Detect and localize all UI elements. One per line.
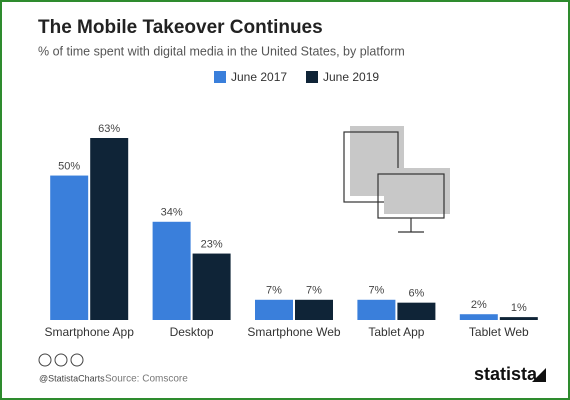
brand-logo bbox=[532, 368, 546, 382]
bar bbox=[499, 317, 538, 320]
handle: @StatistaCharts bbox=[39, 373, 105, 383]
bar bbox=[397, 302, 436, 320]
bar bbox=[255, 299, 293, 320]
value-label: 1% bbox=[511, 302, 527, 314]
bar bbox=[357, 299, 396, 320]
value-label: 63% bbox=[98, 123, 120, 135]
value-label: 2% bbox=[471, 299, 487, 311]
source: Source: Comscore bbox=[105, 374, 188, 385]
value-label: 23% bbox=[201, 238, 223, 250]
bar bbox=[50, 175, 89, 320]
chart-subtitle: % of time spent with digital media in th… bbox=[38, 44, 405, 58]
value-label: 7% bbox=[306, 285, 322, 297]
x-tick-label: Smartphone Web bbox=[247, 325, 340, 339]
value-label: 7% bbox=[368, 285, 384, 297]
legend-label: June 2017 bbox=[231, 70, 287, 84]
nd-icon bbox=[70, 353, 84, 367]
bar bbox=[152, 221, 191, 320]
value-label: 50% bbox=[58, 160, 80, 172]
device-icons bbox=[343, 126, 450, 233]
cc-icon bbox=[38, 353, 52, 367]
legend-swatch bbox=[306, 71, 318, 83]
brand: statista bbox=[474, 364, 538, 384]
bar bbox=[90, 138, 129, 320]
legend-label: June 2019 bbox=[323, 70, 379, 84]
x-tick-label: Tablet App bbox=[368, 325, 424, 339]
footer: @StatistaCharts Source: Comscore statist… bbox=[38, 353, 546, 385]
x-tick-label: Desktop bbox=[170, 325, 214, 339]
by-icon bbox=[54, 353, 68, 367]
x-tick-label: Smartphone App bbox=[44, 325, 134, 339]
legend-swatch bbox=[214, 71, 226, 83]
value-label: 34% bbox=[161, 207, 183, 219]
value-label: 6% bbox=[408, 288, 424, 300]
chart-title: The Mobile Takeover Continues bbox=[38, 17, 323, 38]
value-label: 7% bbox=[266, 285, 282, 297]
bar bbox=[295, 299, 333, 320]
bar bbox=[192, 253, 231, 320]
bar bbox=[459, 314, 498, 320]
x-tick-label: Tablet Web bbox=[469, 325, 529, 339]
